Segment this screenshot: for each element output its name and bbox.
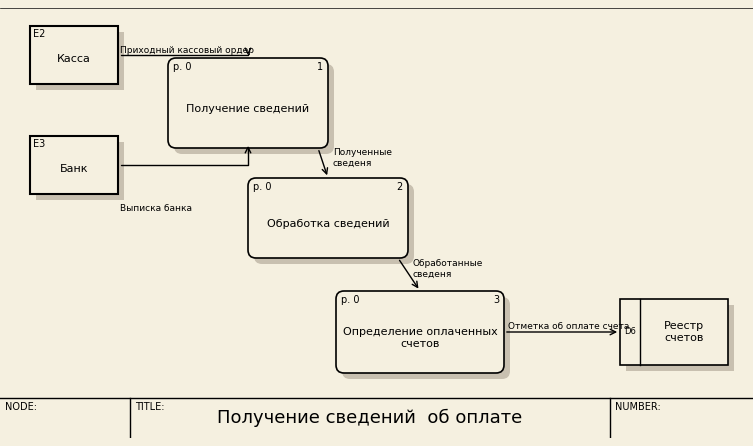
Bar (30, 26, 118, 84)
Text: p. 0: p. 0 (253, 182, 272, 192)
Bar (620, 299, 728, 365)
Text: Обработка сведений: Обработка сведений (267, 219, 389, 229)
Text: Отметка об оплате счета: Отметка об оплате счета (508, 322, 630, 331)
Bar (30, 136, 118, 194)
Text: Банк: Банк (59, 164, 88, 174)
Text: Реестр
счетов: Реестр счетов (664, 321, 704, 343)
FancyBboxPatch shape (168, 58, 328, 148)
FancyBboxPatch shape (248, 178, 408, 258)
Text: p. 0: p. 0 (341, 295, 359, 305)
FancyBboxPatch shape (336, 291, 504, 373)
Text: Получение сведений: Получение сведений (187, 104, 309, 114)
Text: NODE:: NODE: (5, 402, 37, 412)
Text: Выписка банка: Выписка банка (120, 204, 192, 213)
Bar (626, 305, 734, 371)
Text: Полученные
сведеня: Полученные сведеня (333, 149, 392, 168)
Text: Определение оплаченных
счетов: Определение оплаченных счетов (343, 327, 498, 349)
Text: Приходный кассовый ордер: Приходный кассовый ордер (120, 46, 254, 55)
FancyBboxPatch shape (254, 184, 414, 264)
Text: Получение сведений  об оплате: Получение сведений об оплате (218, 409, 523, 427)
Bar (36, 32, 124, 90)
Text: 2: 2 (397, 182, 403, 192)
Text: Касса: Касса (57, 54, 91, 64)
FancyBboxPatch shape (174, 64, 334, 154)
Text: TITLE:: TITLE: (135, 402, 164, 412)
Text: 3: 3 (493, 295, 499, 305)
Text: E2: E2 (33, 29, 45, 39)
Text: NUMBER:: NUMBER: (615, 402, 660, 412)
Text: p. 0: p. 0 (173, 62, 191, 72)
Text: D6: D6 (624, 327, 636, 336)
Text: Обработанные
сведеня: Обработанные сведеня (413, 259, 483, 279)
Bar (36, 142, 124, 200)
FancyBboxPatch shape (342, 297, 510, 379)
Text: 1: 1 (317, 62, 323, 72)
Text: E3: E3 (33, 139, 45, 149)
